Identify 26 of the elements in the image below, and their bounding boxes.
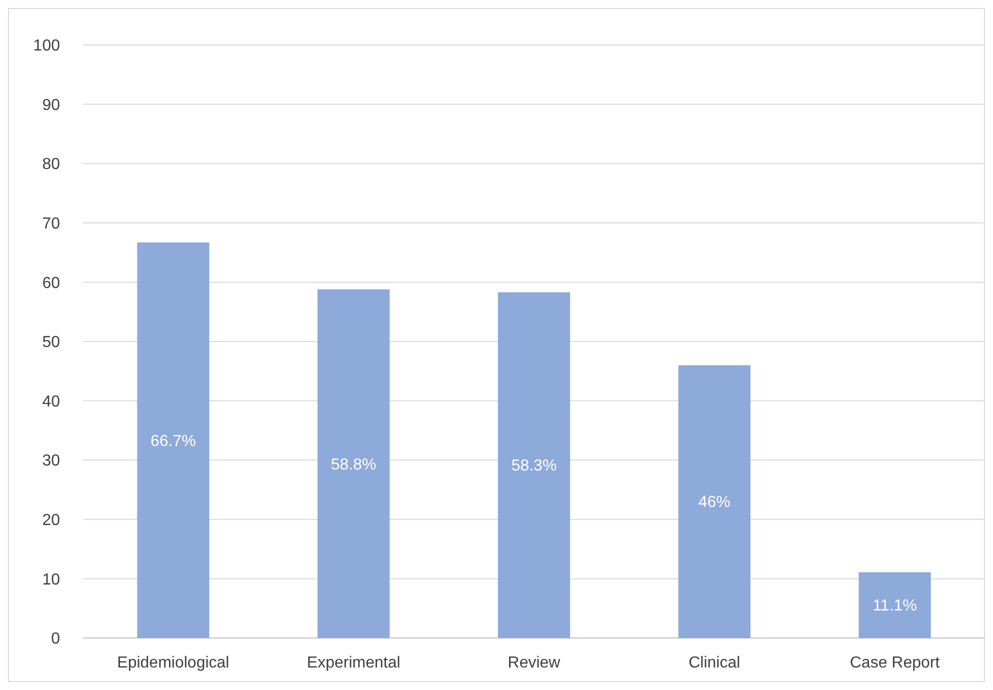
data-label: 58.8%	[330, 456, 376, 474]
y-tick-label: 70	[42, 216, 60, 232]
y-tick-label: 100	[33, 38, 60, 55]
x-tick-label: Epidemiological	[117, 654, 230, 672]
y-tick-label: 40	[42, 393, 60, 410]
bar	[858, 572, 931, 638]
bar	[318, 289, 390, 638]
x-tick-label: Clinical	[688, 654, 740, 672]
data-label: 46%	[698, 494, 730, 512]
bar	[137, 242, 210, 638]
y-tick-label: 0	[51, 630, 60, 648]
x-tick-label: Case Report	[850, 654, 940, 672]
bar	[678, 365, 750, 638]
data-label: 58.3%	[511, 458, 557, 475]
data-label: 11.1%	[872, 598, 917, 615]
y-tick-label: 10	[42, 571, 60, 588]
y-tick-label: 30	[42, 452, 60, 470]
data-label: 66.7%	[150, 432, 196, 450]
y-tick-label: 50	[42, 334, 60, 352]
x-tick-label: Experimental	[306, 654, 400, 672]
y-tick-label: 60	[42, 274, 60, 292]
y-tick-label: 80	[42, 156, 60, 174]
y-tick-label: 20	[42, 512, 60, 529]
bar	[498, 292, 570, 638]
x-tick-label: Review	[508, 654, 561, 672]
y-tick-label: 90	[42, 96, 60, 114]
